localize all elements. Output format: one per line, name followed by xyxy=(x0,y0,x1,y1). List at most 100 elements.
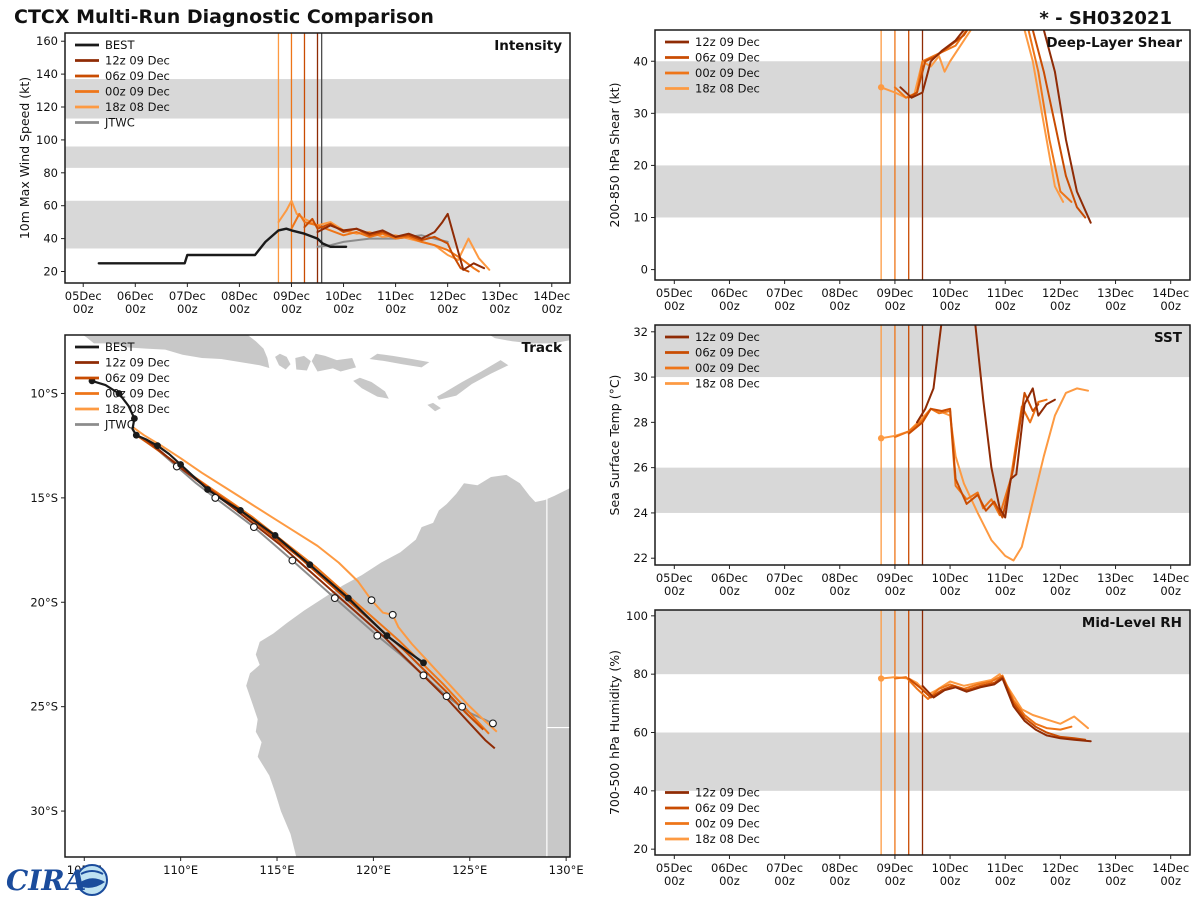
svg-text:30°S: 30°S xyxy=(30,804,58,818)
svg-text:07Dec: 07Dec xyxy=(766,571,803,585)
svg-text:13Dec: 13Dec xyxy=(481,289,518,303)
svg-text:00z: 00z xyxy=(829,584,850,598)
svg-text:13Dec: 13Dec xyxy=(1097,571,1134,585)
shear-series-r06 xyxy=(907,30,1087,219)
svg-text:12Dec: 12Dec xyxy=(1042,571,1079,585)
shear-title: Deep-Layer Shear xyxy=(1046,35,1182,51)
best-position-marker xyxy=(204,486,212,493)
svg-text:00z: 00z xyxy=(995,584,1016,598)
landmass xyxy=(353,377,389,399)
svg-text:00z: 00z xyxy=(1160,874,1181,888)
landmass xyxy=(295,355,311,371)
page-title: CTCX Multi-Run Diagnostic Comparison xyxy=(14,6,434,28)
svg-text:05Dec: 05Dec xyxy=(656,286,693,300)
rh-title: Mid-Level RH xyxy=(1082,615,1182,631)
svg-text:125°E: 125°E xyxy=(452,863,487,877)
track-r18 xyxy=(131,426,498,733)
svg-text:15°S: 15°S xyxy=(30,491,58,505)
svg-text:00z: 00z xyxy=(664,874,685,888)
sst-series-r12 xyxy=(916,325,1056,519)
rh-series-r06 xyxy=(907,676,1087,741)
storm-id: * - SH032021 xyxy=(1039,8,1172,29)
svg-text:10Dec: 10Dec xyxy=(932,286,969,300)
svg-text:00z: 00z xyxy=(940,299,961,313)
best-position-marker xyxy=(306,561,314,569)
intensity-title: Intensity xyxy=(494,38,562,54)
legend-label-r00: 00z 09 Dec xyxy=(105,387,170,401)
svg-text:28: 28 xyxy=(633,415,648,429)
svg-text:00z: 00z xyxy=(73,302,94,316)
svg-text:20: 20 xyxy=(43,264,58,278)
best-position-marker xyxy=(420,659,427,667)
forecast-position-marker xyxy=(419,671,428,680)
legend-label-best: BEST xyxy=(105,340,135,354)
svg-text:40: 40 xyxy=(633,784,648,798)
svg-text:00z: 00z xyxy=(995,299,1016,313)
svg-text:40: 40 xyxy=(43,232,58,246)
legend-label-r12: 12z 09 Dec xyxy=(695,330,760,344)
legend-label-r18: 18z 08 Dec xyxy=(695,832,760,846)
svg-text:00z: 00z xyxy=(333,302,354,316)
svg-text:120: 120 xyxy=(36,100,58,114)
svg-text:00z: 00z xyxy=(940,874,961,888)
best-position-marker xyxy=(115,390,123,397)
best-position-marker xyxy=(237,507,244,514)
landmass xyxy=(427,402,441,412)
rh-series-r18 xyxy=(880,673,1089,730)
svg-text:30: 30 xyxy=(633,370,648,384)
svg-text:20°S: 20°S xyxy=(30,595,58,609)
svg-text:60: 60 xyxy=(633,726,648,740)
landmass xyxy=(275,353,291,370)
landmass xyxy=(246,474,570,857)
shear-series-r12 xyxy=(899,30,1092,224)
legend-label-r18: 18z 08 Dec xyxy=(105,402,170,416)
svg-text:11Dec: 11Dec xyxy=(987,571,1024,585)
svg-text:160: 160 xyxy=(36,34,58,48)
forecast-position-marker xyxy=(330,594,339,603)
svg-text:00z: 00z xyxy=(489,302,510,316)
svg-text:00z: 00z xyxy=(1050,874,1071,888)
svg-text:08Dec: 08Dec xyxy=(821,286,858,300)
svg-text:00z: 00z xyxy=(541,302,562,316)
svg-text:00z: 00z xyxy=(1105,299,1126,313)
svg-text:20: 20 xyxy=(633,158,648,172)
svg-text:12Dec: 12Dec xyxy=(1042,286,1079,300)
best-position-marker xyxy=(131,415,138,422)
best-position-marker xyxy=(154,442,161,450)
svg-text:12Dec: 12Dec xyxy=(429,289,466,303)
svg-text:14Dec: 14Dec xyxy=(533,289,570,303)
svg-text:20: 20 xyxy=(633,842,648,856)
svg-text:11Dec: 11Dec xyxy=(987,286,1024,300)
legend-label-r00: 00z 09 Dec xyxy=(695,66,760,80)
cira-logo: CIRA xyxy=(4,856,134,900)
svg-text:09Dec: 09Dec xyxy=(876,286,913,300)
svg-text:00z: 00z xyxy=(177,302,198,316)
svg-text:00z: 00z xyxy=(1105,584,1126,598)
svg-text:00z: 00z xyxy=(719,299,740,313)
svg-text:14Dec: 14Dec xyxy=(1152,286,1189,300)
best-position-marker xyxy=(344,594,352,602)
svg-text:14Dec: 14Dec xyxy=(1152,571,1189,585)
svg-text:00z: 00z xyxy=(995,874,1016,888)
svg-text:80: 80 xyxy=(633,667,648,681)
series-start-marker xyxy=(877,84,885,91)
svg-text:25°S: 25°S xyxy=(30,700,58,714)
svg-text:06Dec: 06Dec xyxy=(711,861,748,875)
svg-text:22: 22 xyxy=(633,551,648,565)
legend-label-r12: 12z 09 Dec xyxy=(695,786,760,800)
svg-text:08Dec: 08Dec xyxy=(821,571,858,585)
svg-text:00z: 00z xyxy=(885,299,906,313)
landmass xyxy=(369,353,430,368)
landmass xyxy=(489,335,570,344)
series-start-marker xyxy=(877,675,885,682)
svg-text:00z: 00z xyxy=(1160,584,1181,598)
forecast-position-marker xyxy=(249,523,258,532)
svg-text:140: 140 xyxy=(36,67,58,81)
svg-text:08Dec: 08Dec xyxy=(821,861,858,875)
svg-text:07Dec: 07Dec xyxy=(766,861,803,875)
legend-label-r18: 18z 08 Dec xyxy=(695,82,760,96)
svg-text:00z: 00z xyxy=(940,584,961,598)
landmass xyxy=(437,360,509,400)
svg-text:30: 30 xyxy=(633,106,648,120)
landmass xyxy=(311,353,356,372)
